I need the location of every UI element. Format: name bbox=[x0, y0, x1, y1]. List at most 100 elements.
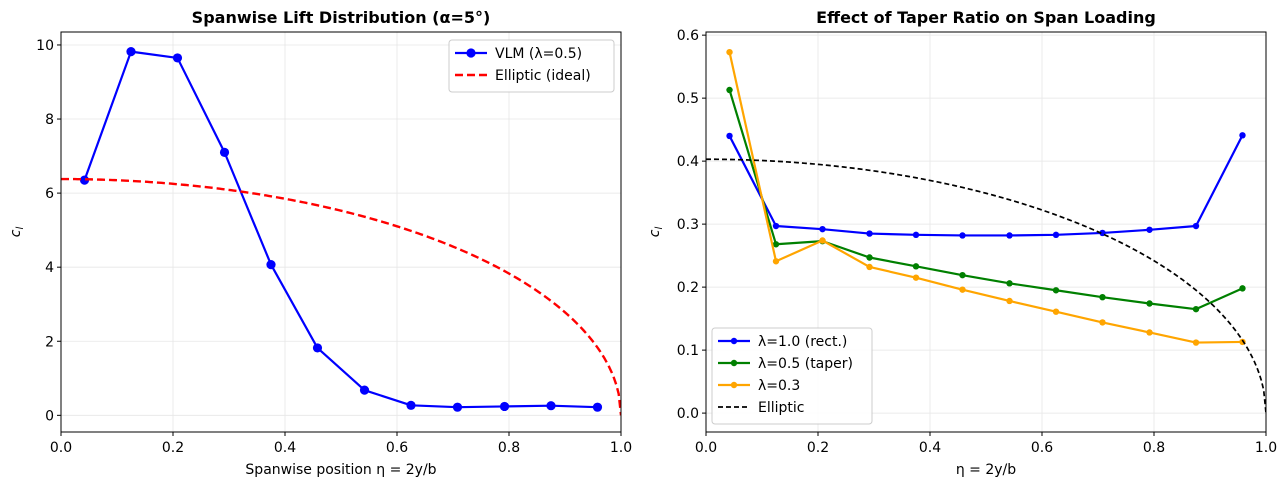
x-tick-label: 1.0 bbox=[610, 440, 632, 456]
y-axis-label: cl bbox=[8, 227, 26, 238]
x-tick-label: 0.0 bbox=[695, 440, 717, 456]
y-tick-label: 0.1 bbox=[677, 343, 699, 359]
legend-marker bbox=[730, 381, 738, 389]
series-2 bbox=[726, 48, 1246, 346]
data-point bbox=[866, 254, 873, 261]
legend-label: Elliptic (ideal) bbox=[495, 68, 591, 84]
y-tick-label: 0.4 bbox=[677, 154, 699, 170]
data-point bbox=[959, 286, 966, 293]
x-axis-label: η = 2y/b bbox=[956, 462, 1016, 478]
x-tick-label: 0.8 bbox=[498, 440, 520, 456]
series-line bbox=[706, 158, 1266, 414]
data-point bbox=[912, 263, 920, 270]
data-point bbox=[726, 132, 733, 140]
x-tick-label: 0.6 bbox=[386, 440, 408, 456]
x-tick-label: 0.6 bbox=[1031, 440, 1053, 456]
data-point bbox=[172, 53, 183, 63]
y-tick-label: 8 bbox=[45, 112, 54, 128]
legend-box bbox=[448, 39, 615, 93]
y-tick-label: 0.6 bbox=[677, 28, 699, 44]
chart-title: Spanwise Lift Distribution (α=5°) bbox=[192, 8, 491, 27]
data-point bbox=[1192, 222, 1200, 230]
data-point bbox=[499, 401, 510, 412]
data-point bbox=[1006, 280, 1013, 287]
series-1 bbox=[61, 177, 621, 416]
legend-label: λ=1.0 (rect.) bbox=[758, 334, 847, 350]
x-tick-label: 0.2 bbox=[162, 440, 184, 456]
data-point bbox=[772, 241, 780, 248]
data-point bbox=[592, 402, 603, 412]
series-line bbox=[728, 89, 1243, 311]
series-0 bbox=[79, 47, 603, 412]
y-tick-label: 4 bbox=[45, 260, 54, 276]
data-point bbox=[726, 48, 733, 56]
y-tick-label: 10 bbox=[36, 38, 54, 54]
data-point bbox=[1099, 293, 1106, 301]
y-tick-label: 0.5 bbox=[677, 91, 699, 107]
data-point bbox=[1006, 297, 1013, 305]
data-point bbox=[359, 385, 370, 395]
legend-marker bbox=[730, 359, 738, 367]
y-tick-label: 0 bbox=[45, 408, 54, 424]
y-tick-label: 2 bbox=[45, 334, 54, 350]
legend-label: λ=0.3 bbox=[758, 378, 800, 394]
data-point bbox=[312, 343, 323, 353]
data-point bbox=[959, 232, 966, 239]
data-point bbox=[452, 402, 463, 412]
y-tick-label: 0.3 bbox=[677, 217, 699, 233]
series-line bbox=[61, 177, 621, 416]
data-point bbox=[1052, 287, 1060, 294]
plot-area bbox=[61, 47, 621, 416]
y-tick-label: 6 bbox=[45, 186, 54, 202]
data-point bbox=[819, 237, 826, 244]
legend: VLM (λ=0.5) Elliptic (ideal) bbox=[448, 39, 615, 93]
x-tick-label: 1.0 bbox=[1255, 440, 1277, 456]
data-point bbox=[959, 271, 966, 279]
plot-area bbox=[706, 48, 1266, 414]
legend-label: VLM (λ=0.5) bbox=[495, 46, 582, 62]
data-point bbox=[126, 47, 136, 57]
data-point bbox=[406, 400, 416, 410]
data-point bbox=[1052, 231, 1060, 239]
data-point bbox=[1006, 232, 1013, 239]
data-point bbox=[866, 230, 873, 237]
axes-frame bbox=[705, 31, 1267, 433]
legend-label: λ=0.5 (taper) bbox=[758, 356, 853, 372]
data-point bbox=[1146, 329, 1153, 336]
data-point bbox=[726, 86, 733, 94]
data-point bbox=[79, 175, 90, 185]
x-tick-label: 0.8 bbox=[1143, 440, 1165, 456]
series-line bbox=[728, 51, 1243, 344]
data-point bbox=[912, 274, 920, 281]
data-point bbox=[866, 263, 873, 271]
series-line bbox=[728, 134, 1244, 237]
taper-ratio-chart: 0.0 0.2 0.4 0.6 0.8 1.0 0.0 0.1 0.2 0.3 0.4 0.5 0.6 E… bbox=[647, 8, 1277, 478]
data-point bbox=[1239, 132, 1246, 139]
y-tick-label: 0.0 bbox=[677, 406, 699, 422]
chart-title: Effect of Taper Ratio on Span Loading bbox=[816, 8, 1156, 27]
data-point bbox=[1099, 319, 1106, 326]
data-point bbox=[266, 259, 276, 270]
series-3 bbox=[706, 158, 1266, 414]
axes-frame bbox=[60, 31, 622, 433]
y-axis-label: cl bbox=[647, 227, 665, 238]
data-point bbox=[1052, 308, 1060, 315]
legend-label: Elliptic bbox=[758, 400, 804, 416]
lift-distribution-chart: 0.0 0.2 0.4 0.6 0.8 1.0 0 2 4 6 8 10 Spanwise Lift D… bbox=[8, 8, 632, 478]
x-tick-label: 0.4 bbox=[274, 440, 296, 456]
y-tick-label: 0.2 bbox=[677, 280, 699, 296]
series-line bbox=[83, 50, 598, 409]
x-tick-label: 0.0 bbox=[50, 440, 72, 456]
data-point bbox=[1192, 305, 1200, 313]
legend-marker bbox=[730, 337, 738, 345]
data-point bbox=[819, 225, 826, 233]
x-tick-label: 0.4 bbox=[919, 440, 941, 456]
legend-marker bbox=[466, 48, 476, 58]
data-point bbox=[546, 401, 556, 411]
x-axis-label: Spanwise position η = 2y/b bbox=[245, 462, 436, 478]
data-point bbox=[1146, 226, 1153, 233]
data-point bbox=[772, 258, 780, 265]
data-point bbox=[912, 231, 920, 239]
